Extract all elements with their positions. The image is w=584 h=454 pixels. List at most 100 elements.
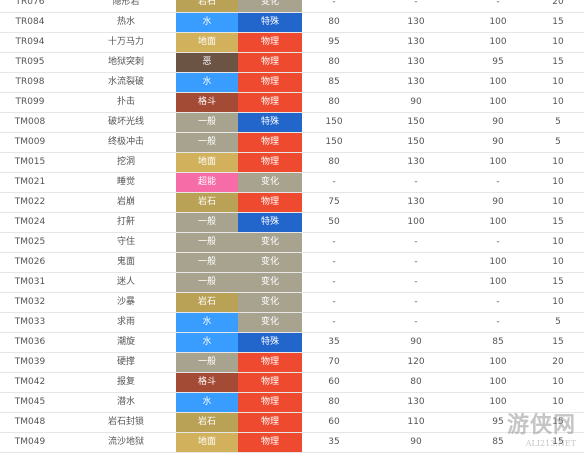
move-power: 70 (328, 357, 340, 367)
move-name: 破坏光线 (107, 117, 144, 127)
move-pp: 15 (552, 17, 564, 27)
move-number: TM036 (14, 337, 46, 347)
move-pp: 5 (555, 117, 561, 127)
move-accuracy: - (496, 317, 500, 327)
move-accuracy: 100 (489, 77, 507, 87)
move-accuracy: 100 (489, 217, 507, 227)
move-number: TM025 (14, 237, 46, 247)
move-pp: 10 (552, 197, 564, 207)
move-number: TM015 (14, 157, 46, 167)
move-pp: 10 (552, 297, 564, 307)
table-row: TM033 求雨 水变化 - - - 5 (0, 313, 584, 333)
move-type: 一般 (176, 233, 238, 252)
move-type: 一般 (176, 253, 238, 272)
move-name: 岩石封锁 (107, 417, 144, 427)
move-category: 物理 (238, 153, 302, 172)
move-value: 120 (407, 357, 425, 367)
move-pp: 15 (552, 277, 564, 287)
table-row: TR084 热水 水特殊 80 130 100 15 (0, 13, 584, 33)
move-power: - (332, 317, 336, 327)
table-row: TM049 流沙地狱 地面 物理 35 90 85 15 (0, 433, 584, 453)
table-row: TM036 潮旋 水特殊 35 90 85 15 (0, 333, 584, 353)
move-name: 热水 (116, 17, 135, 27)
move-power: - (332, 297, 336, 307)
move-pp: 10 (552, 77, 564, 87)
move-name: 流沙地狱 (107, 437, 144, 447)
move-name: 迷人 (116, 277, 135, 287)
site-watermark: 游侠网 ALI213.NET (507, 407, 576, 448)
move-name: 鬼面 (116, 257, 135, 267)
move-category: 物理 (238, 133, 302, 152)
table-row: TM009 终极冲击 一般 物理 150 150 90 5 (0, 133, 584, 153)
move-value: 90 (410, 97, 422, 107)
watermark-sub: ALI213.NET (525, 439, 576, 448)
move-accuracy: 100 (489, 157, 507, 167)
move-number: TR095 (15, 57, 45, 67)
move-number: TR094 (15, 37, 45, 47)
move-category: 变化 (238, 0, 302, 12)
move-number: TM031 (14, 277, 46, 287)
move-number: TR084 (15, 17, 45, 27)
move-accuracy: 90 (492, 117, 504, 127)
table-row: TM039 硬撑 一般 物理 70 120 100 20 (0, 353, 584, 373)
move-category: 变化 (238, 233, 302, 252)
move-power: 80 (328, 57, 340, 67)
move-category: 物理 (238, 353, 302, 372)
move-number: TM026 (14, 257, 46, 267)
move-pp: 10 (552, 397, 564, 407)
move-category: 物理 (238, 413, 302, 432)
move-type: 水 (176, 393, 238, 412)
move-category: 物理 (238, 433, 302, 452)
move-category: 物理 (238, 193, 302, 212)
move-type: 水 (176, 313, 238, 332)
move-value: 150 (407, 137, 425, 147)
move-power: 75 (328, 197, 340, 207)
move-type: 水 (176, 73, 238, 92)
move-value: - (414, 277, 418, 287)
move-name: 打鼾 (116, 217, 135, 227)
table-row: TM042 报复 格斗 物理 60 80 100 10 (0, 373, 584, 393)
move-number: TM033 (14, 317, 46, 327)
move-pp: 5 (555, 317, 561, 327)
move-name: 水流裂破 (107, 77, 144, 87)
move-power: - (332, 177, 336, 187)
move-category: 特殊 (238, 113, 302, 132)
move-name: 守住 (116, 237, 135, 247)
move-power: - (332, 0, 336, 7)
table-row: TR095 地狱突刺 恶物理 80 130 95 15 (0, 53, 584, 73)
move-accuracy: 95 (492, 417, 504, 427)
watermark-text: 游侠网 (506, 412, 576, 438)
move-power: 80 (328, 97, 340, 107)
move-number: TM049 (14, 437, 46, 447)
move-accuracy: - (496, 237, 500, 247)
move-name: 潜水 (116, 397, 135, 407)
move-category: 变化 (238, 293, 302, 312)
move-number: TR099 (15, 97, 45, 107)
move-accuracy: 100 (489, 357, 507, 367)
table-row: TM015 挖洞 地面 物理 80 130 100 10 (0, 153, 584, 173)
move-value: 130 (407, 57, 425, 67)
move-category: 变化 (238, 313, 302, 332)
move-accuracy: 90 (492, 137, 504, 147)
move-number: TM048 (14, 417, 46, 427)
move-number: TR098 (15, 77, 45, 87)
move-value: - (414, 177, 418, 187)
move-value: 130 (407, 77, 425, 87)
move-power: 60 (328, 417, 340, 427)
move-value: - (414, 317, 418, 327)
move-accuracy: - (496, 297, 500, 307)
move-name: 睡觉 (116, 177, 135, 187)
table-row: TM026 鬼面 一般 变化 - - 100 10 (0, 253, 584, 273)
move-accuracy: - (496, 0, 500, 7)
move-number: TM022 (14, 197, 46, 207)
move-category: 变化 (238, 173, 302, 192)
move-name: 扑击 (116, 97, 135, 107)
move-value: 130 (407, 37, 425, 47)
move-accuracy: 100 (489, 277, 507, 287)
move-value: 150 (407, 117, 425, 127)
move-accuracy: 100 (489, 97, 507, 107)
move-value: 130 (407, 197, 425, 207)
move-category: 特殊 (238, 213, 302, 232)
move-power: 150 (325, 117, 343, 127)
move-category: 物理 (238, 33, 302, 52)
